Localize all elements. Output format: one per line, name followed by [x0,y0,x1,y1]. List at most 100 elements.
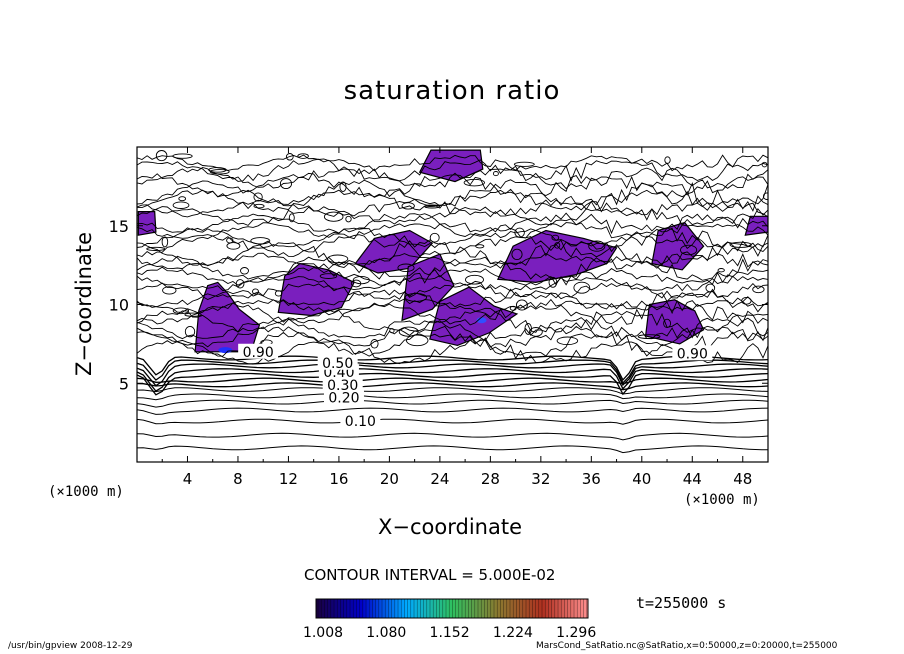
contour-blob [323,211,344,222]
contour-line [137,212,768,235]
contour-blob [680,244,698,256]
contour-line [137,255,768,281]
contour-blob [172,201,190,209]
x-unit-right: (×1000 m) [684,492,760,508]
contour-blob [279,178,293,190]
contour-line [137,266,768,286]
contour-blob [663,318,672,329]
contour-blob [398,326,419,337]
contour-blob [397,263,415,273]
contour-label: 0.30 [327,378,358,394]
colorbar-tick-label: 1.224 [493,625,533,641]
contour-blob [178,196,187,202]
contour-line [137,289,768,308]
contour-blob [319,273,338,279]
contour-line [137,188,768,212]
contour-blob [235,279,245,289]
contour-line [137,359,768,385]
contour-line [137,399,768,408]
contour-blob [161,236,169,248]
contour-blob [327,254,349,264]
x-axis-label: X−coordinate [378,515,522,539]
supersaturated-region [277,262,355,317]
contour-label: 0.90 [243,345,274,361]
contour-line [137,377,768,385]
contour-line [137,234,768,258]
contour-blob [429,232,440,243]
contour-line [137,407,768,415]
x-tick-label: 8 [233,470,243,488]
contour-blob [146,246,166,251]
y-tick-label: 10 [109,296,129,315]
contour-blob [345,215,352,223]
colorbar-tick-label: 1.152 [430,625,470,641]
contour-blob [492,171,499,177]
contour-line [137,275,768,292]
x-tick-label: 20 [380,470,399,488]
supersaturated-region [496,229,618,284]
contour-line [137,298,768,315]
contour-blob [637,334,661,339]
y-axis-label: Z−coordinate [72,232,96,376]
x-tick-label: 28 [481,470,500,488]
footer-command: /usr/bin/gpview 2008-12-29 [8,641,133,651]
contour-blob [350,279,362,288]
contour-blob [226,242,241,250]
contour-label: 0.50 [322,356,353,372]
chart-title: saturation ratio [343,76,561,106]
contour-blob [475,244,485,249]
contour-blob [339,181,347,192]
colorbar-tick-label: 1.008 [303,625,343,641]
contour-line [137,309,768,333]
contour-blob [717,268,725,273]
peak-region [476,317,487,324]
contour-line [137,206,768,226]
colorbar-tick-label: 1.296 [556,625,596,641]
supersaturated-region [429,286,519,347]
contour-line [137,445,768,454]
contour-blob [424,204,440,209]
contour-blob [274,290,283,297]
contour-line [137,368,768,392]
contour-blob [729,241,752,248]
contour-blob [252,288,259,295]
contour-blob [762,192,768,200]
contour-blob [162,286,177,295]
contour-interval-text: CONTOUR INTERVAL = 5.000E-02 [304,566,556,584]
contour-line [137,418,768,425]
contour-blob [297,153,309,159]
contour-line [137,372,768,396]
contour-blob [515,299,528,311]
x-tick-label: 32 [531,470,550,488]
contour-blob [253,192,263,202]
x-tick-label: 48 [733,470,752,488]
contour-blob [705,283,716,293]
x-tick-label: 40 [632,470,651,488]
y-tick-label: 5 [119,374,129,393]
contour-blob [401,202,415,210]
contour-blob [253,203,265,209]
contour-blob [465,274,484,285]
contour-line [137,387,768,395]
x-unit-left: (×1000 m) [48,484,124,500]
contour-line [137,198,768,218]
contour-blob [513,161,535,167]
time-label: t=255000 s [636,594,727,612]
contour-label: 0.20 [328,390,359,406]
contour-blob [172,153,193,159]
contour-blob [548,276,558,288]
plot-area: 0.100.200.300.400.500.90 0.90 [137,149,768,454]
contour-blob [741,296,752,305]
contour-label: 0.10 [345,414,376,430]
contour-blob [370,339,379,349]
contour-blob [184,312,202,317]
contour-line [137,227,768,249]
colorbar-tick-label: 1.080 [366,625,406,641]
contour-line [137,154,768,172]
x-tick-label: 36 [582,470,601,488]
contour-line [137,355,768,382]
contour-blob [209,169,230,175]
contour-blob [752,285,765,294]
contour-blob [664,156,671,164]
